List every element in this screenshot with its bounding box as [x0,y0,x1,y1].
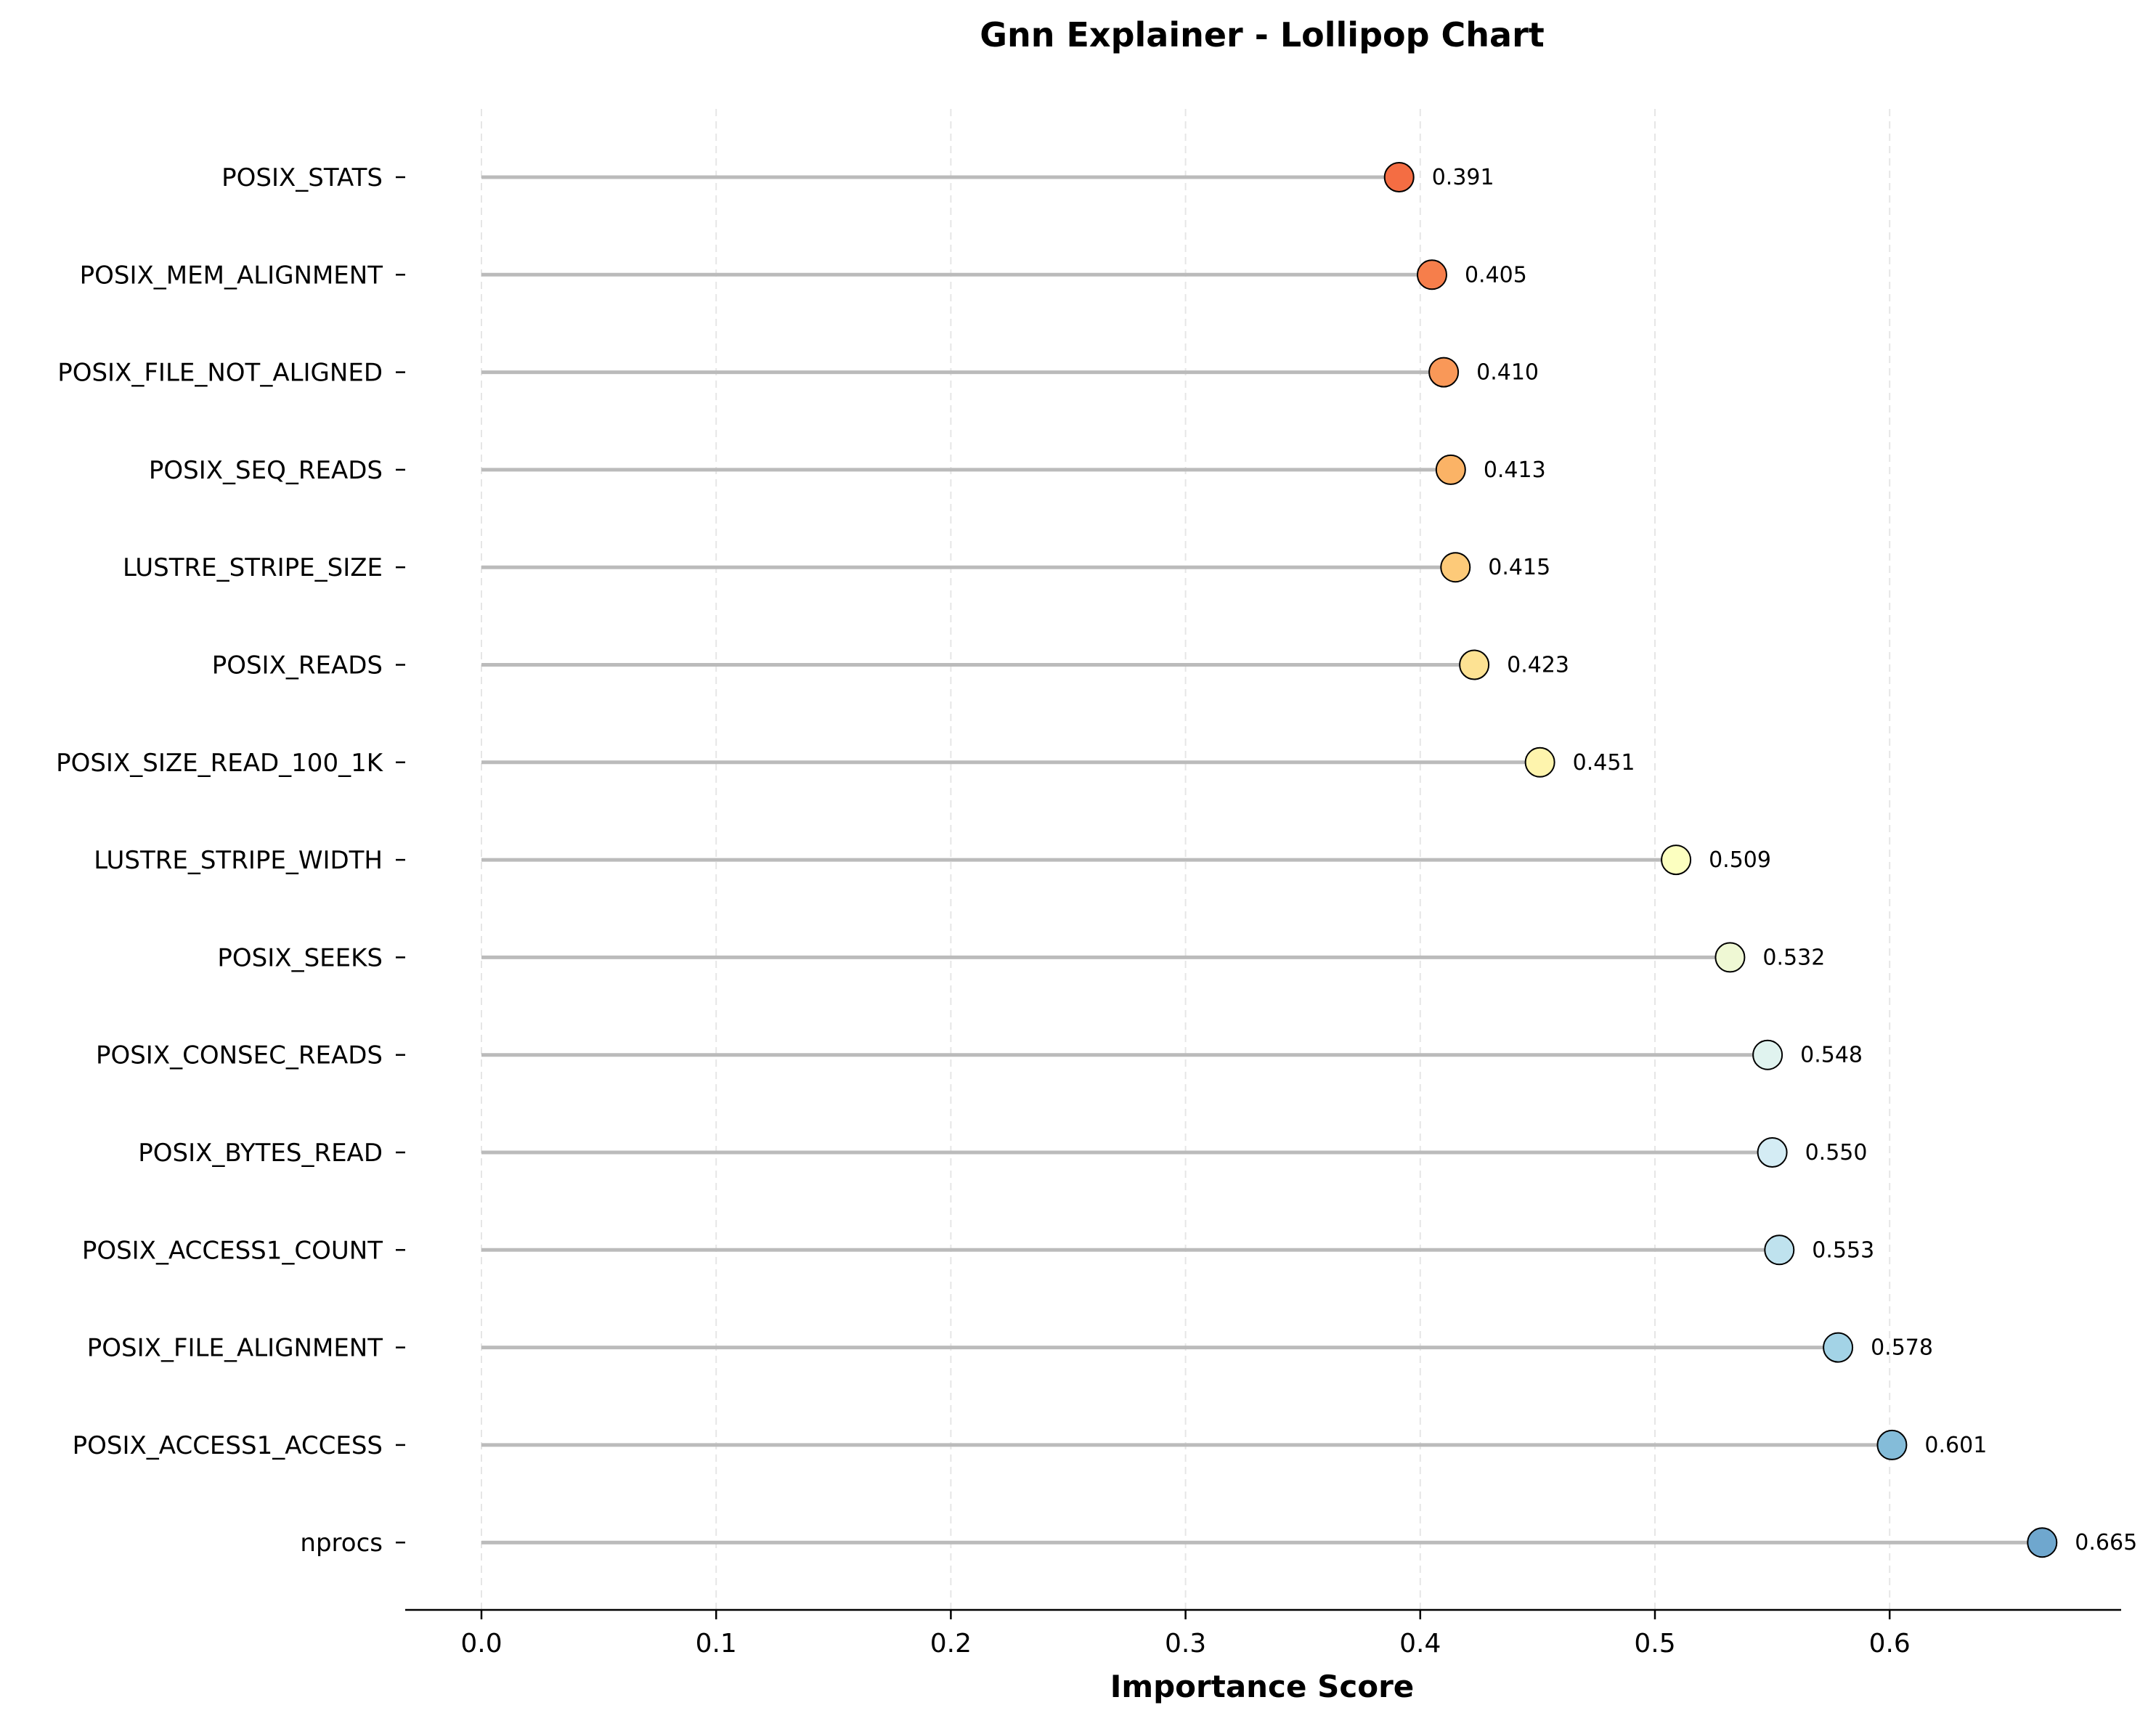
x-axis-label: Importance Score [1110,1669,1415,1704]
marker [1440,552,1471,583]
value-label: 0.423 [1507,653,1569,678]
value-label: 0.391 [1432,165,1494,190]
category-label: POSIX_BYTES_READ [138,1139,383,1168]
category-label: POSIX_CONSEC_READS [96,1041,383,1070]
value-label: 0.410 [1476,360,1539,386]
value-label: 0.415 [1488,555,1550,580]
marker [1823,1332,1854,1363]
marker [1524,746,1555,778]
marker [1459,649,1490,680]
grid-lines [481,109,1891,1610]
value-label: 0.578 [1871,1335,1933,1361]
value-label: 0.665 [2075,1530,2137,1555]
category-label: LUSTRE_STRIPE_SIZE [123,553,383,582]
category-label: POSIX_ACCESS1_COUNT [82,1236,383,1265]
category-label: POSIX_SEEKS [217,943,383,972]
marker [1714,942,1746,973]
markers [1383,162,2058,1558]
value-label: 0.601 [1924,1433,1987,1458]
x-ticks: 0.0 0.1 0.2 0.3 0.4 0.5 0.6 [460,1610,1911,1659]
x-tick-label: 0.6 [1869,1629,1911,1659]
value-label: 0.548 [1800,1043,1863,1068]
category-label: POSIX_MEM_ALIGNMENT [80,261,383,290]
chart-title: Gnn Explainer - Lollipop Chart [980,15,1545,54]
category-label: LUSTRE_STRIPE_WIDTH [94,846,383,875]
category-label: POSIX_SIZE_READ_100_1K [56,749,384,778]
x-tick-label: 0.4 [1399,1629,1441,1659]
x-tick-label: 0.5 [1634,1629,1675,1659]
marker [1383,162,1415,192]
category-label: POSIX_STATS [221,163,383,192]
category-label: POSIX_ACCESS1_ACCESS [73,1431,383,1460]
marker [1752,1039,1783,1070]
value-labels: 0.391 0.405 0.410 0.413 0.415 0.423 0.451 0.509… [1432,165,2137,1555]
marker [1876,1429,1908,1460]
marker [1416,259,1447,290]
x-tick-label: 0.2 [930,1629,972,1659]
x-tick-label: 0.3 [1165,1629,1206,1659]
category-labels: POSIX_STATS POSIX_MEM_ALIGNMENT POSIX_FILE… [56,163,405,1558]
marker [1757,1137,1788,1168]
value-label: 0.509 [1709,847,1771,873]
x-tick-label: 0.0 [460,1629,502,1659]
category-label: POSIX_SEQ_READS [149,456,383,485]
marker [2027,1527,2058,1558]
value-label: 0.413 [1484,457,1546,483]
category-label: nprocs [300,1529,383,1558]
category-label: POSIX_FILE_NOT_ALIGNED [57,359,383,388]
value-label: 0.451 [1573,750,1635,776]
value-label: 0.532 [1762,945,1825,970]
marker [1428,357,1460,388]
value-label: 0.405 [1465,262,1527,288]
x-tick-label: 0.1 [696,1629,737,1659]
marker [1661,845,1692,876]
value-label: 0.553 [1812,1237,1874,1263]
category-label: POSIX_READS [212,651,383,680]
marker [1435,454,1466,485]
value-label: 0.550 [1805,1140,1868,1165]
stems [481,175,2043,1545]
category-label: POSIX_FILE_ALIGNMENT [87,1334,383,1363]
marker [1764,1234,1795,1266]
